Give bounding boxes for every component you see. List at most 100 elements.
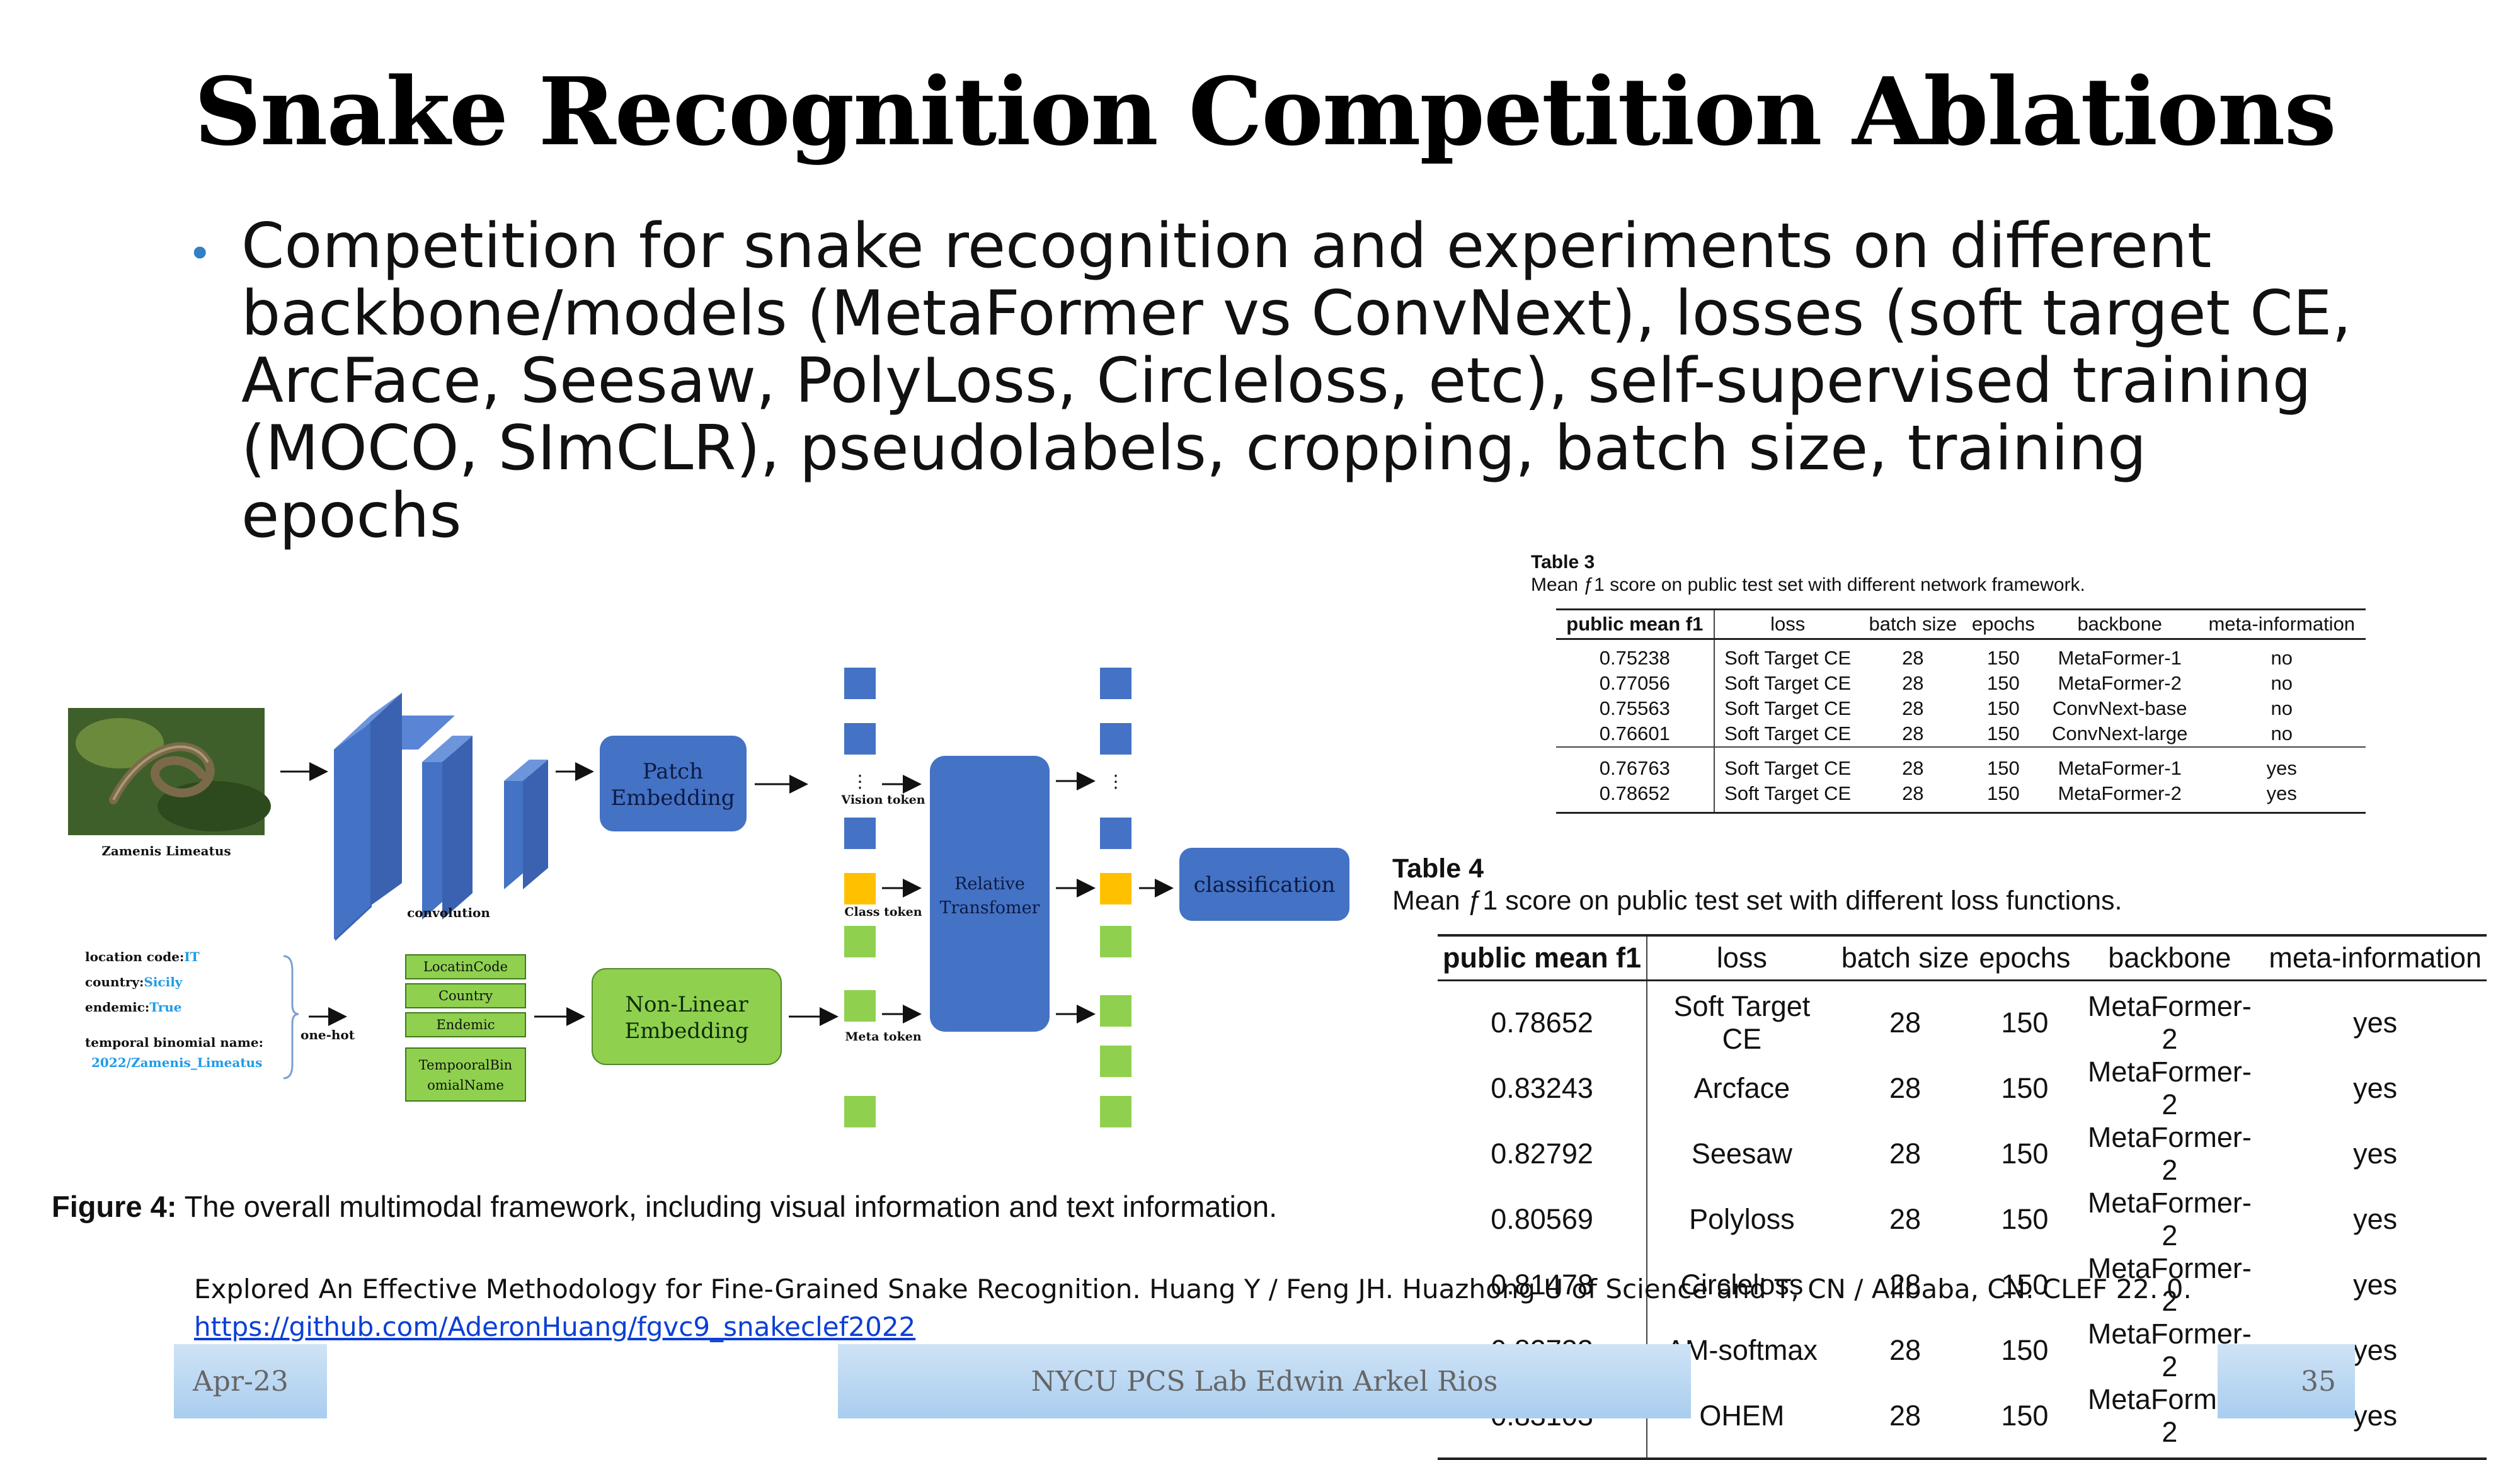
table-4-caption: Mean ƒ1 score on public test set with di… (1392, 886, 2122, 916)
reference-link[interactable]: https://github.com/AderonHuang/fgvc9_sna… (194, 1311, 916, 1342)
table-cell: Soft Target CE (1713, 781, 1861, 814)
table-cell: MetaFormer-2 (2087, 990, 2252, 1055)
table-cell: 150 (1964, 746, 2042, 781)
nonlinear-embedding-label: Non-Linear (625, 992, 748, 1017)
token-column-right (1100, 668, 1131, 1127)
ellipsis-icon: ⋮ (851, 772, 869, 791)
table-cell: 150 (2001, 1007, 2049, 1039)
table-header: meta-information (2197, 608, 2366, 640)
meta-key: location code:IT (85, 949, 200, 964)
table-row: 0.78652 Soft Target CE 28 150 MetaFormer-2 ye… (1438, 980, 2487, 1056)
table-cell: ConvNext-base (2052, 697, 2187, 719)
table-cell: 28 (1889, 1269, 1922, 1301)
table-3-caption: Mean ƒ1 score on public test set with di… (1531, 574, 2085, 595)
table-cell: no (2271, 647, 2293, 669)
table-cell: 150 (1986, 722, 2020, 744)
one-hot-label: one-hot (301, 1027, 355, 1042)
table-row: 0.77056 Soft Target CE 28 150 MetaFormer-2 no (1556, 671, 2366, 696)
table-cell: 0.78652 (1491, 1007, 1593, 1039)
transformer-label: Relative (954, 874, 1025, 894)
table-4-label: Table 4 (1392, 853, 1484, 884)
table-cell: MetaFormer-2 (2058, 672, 2182, 694)
table-cell: yes (2353, 1007, 2398, 1039)
table-cell: MetaFormer-1 (2041, 746, 2198, 781)
table-header: backbone (2075, 934, 2264, 981)
table-cell: 150 (1964, 781, 2042, 814)
table-cell: 0.75238 (1599, 647, 1670, 669)
table-3-grid: public mean f1 loss batch size epochs ba… (1556, 608, 2366, 814)
table-cell: 150 (2001, 1203, 2049, 1235)
table-header: loss (1713, 608, 1861, 640)
token-column-left (844, 668, 876, 1127)
meta-box-label: TempooralBin (419, 1058, 512, 1073)
snake-image (68, 708, 271, 835)
table-header: batch size (1836, 934, 1974, 981)
table-3-label: Table 3 (1531, 552, 1595, 573)
table-cell: MetaFormer-1 (2058, 647, 2182, 669)
table-cell: no (2271, 697, 2293, 719)
framework-diagram: Zamenis Limeatus convolution Patch Embed… (68, 668, 1349, 1127)
classification-box (1179, 848, 1349, 921)
table-header: public mean f1 (1438, 934, 1647, 981)
table-cell: no (2271, 672, 2293, 694)
nonlinear-embedding-label: Embedding (624, 1018, 748, 1044)
table-header: batch size (1860, 608, 1965, 640)
table-cell: ConvNext-large (2051, 722, 2188, 744)
meta-token-label: Meta token (845, 1030, 922, 1044)
table-cell: 28 (1836, 1383, 1974, 1460)
meta-key: temporal binomial name: (85, 1035, 263, 1050)
table-cell: yes (2197, 746, 2366, 781)
convolution-blocks (334, 693, 548, 941)
table-header: epochs (1974, 934, 2076, 981)
table-cell: AM-softmax (1646, 1318, 1836, 1383)
table-cell: 28 (1889, 1138, 1922, 1170)
table-cell: Soft Target CE (1646, 980, 1836, 1056)
table-cell: no (2271, 722, 2293, 744)
meta-key: endemic:True (85, 1000, 182, 1015)
transformer-box (930, 756, 1050, 1032)
table-cell: 0.82792 (1491, 1138, 1593, 1170)
table-cell: MetaFormer-2 (2087, 1187, 2252, 1252)
meta-box-label: Country (438, 988, 493, 1003)
table-cell: 0.78652 (1556, 781, 1714, 814)
table-cell: 0.75563 (1599, 697, 1670, 719)
table-cell: MetaFormer-2 (2041, 781, 2198, 814)
image-label: Zamenis Limeatus (101, 843, 231, 858)
table-cell: 150 (2001, 1072, 2049, 1104)
bullet-dot-icon: • (192, 227, 208, 277)
table-cell: 28 (1860, 781, 1965, 814)
table-row: 0.81478 Circleloss 28 150 MetaFormer-2 yes (1438, 1252, 2487, 1318)
table-cell: 28 (1902, 722, 1924, 744)
patch-embedding-label: Patch (643, 759, 703, 784)
table-cell: Soft Target CE (1713, 639, 1861, 671)
framework-figure: Zamenis Limeatus convolution Patch Embed… (63, 655, 1399, 1159)
meta-boxes: LocatinCode Country Endemic TempooralBin… (405, 954, 526, 1102)
footer-date: Apr-23 (174, 1344, 327, 1418)
table-cell: 150 (2001, 1138, 2049, 1170)
table-cell: 28 (1889, 1203, 1922, 1235)
meta-info-list: location code:IT country:Sicily endemic:… (85, 949, 263, 1070)
table-cell: 0.76763 (1556, 746, 1714, 781)
table-cell: 0.81478 (1491, 1269, 1593, 1301)
table-cell: 28 (1889, 1072, 1922, 1104)
meta-box-label: Endemic (436, 1017, 495, 1032)
patch-embedding-label: Embedding (610, 785, 735, 811)
table-row: 0.83243 Arcface 28 150 MetaFormer-2 yes (1438, 1056, 2487, 1121)
table-header: meta-information (2264, 934, 2487, 981)
table-row: 0.75563 Soft Target CE 28 150 ConvNext-base n… (1556, 696, 2366, 721)
table-cell: yes (2353, 1269, 2398, 1301)
convolution-label: convolution (407, 905, 490, 920)
meta-box-label: omialName (427, 1078, 504, 1093)
table-cell: 0.77056 (1599, 672, 1670, 694)
table-cell: 150 (1986, 672, 2020, 694)
table-cell: 28 (1902, 672, 1924, 694)
table-cell: MetaFormer-2 (2087, 1121, 2252, 1186)
classification-label: classification (1194, 872, 1336, 898)
table-cell: Soft Target CE (1713, 746, 1861, 781)
table-cell: 28 (1889, 1007, 1922, 1039)
table-cell: Soft Target CE (1713, 671, 1861, 696)
figure-caption-label: Figure 4: (52, 1190, 177, 1223)
table-cell: Polyloss (1646, 1187, 1836, 1252)
patch-embedding-box (600, 736, 747, 831)
table-cell: 150 (1986, 697, 2020, 719)
